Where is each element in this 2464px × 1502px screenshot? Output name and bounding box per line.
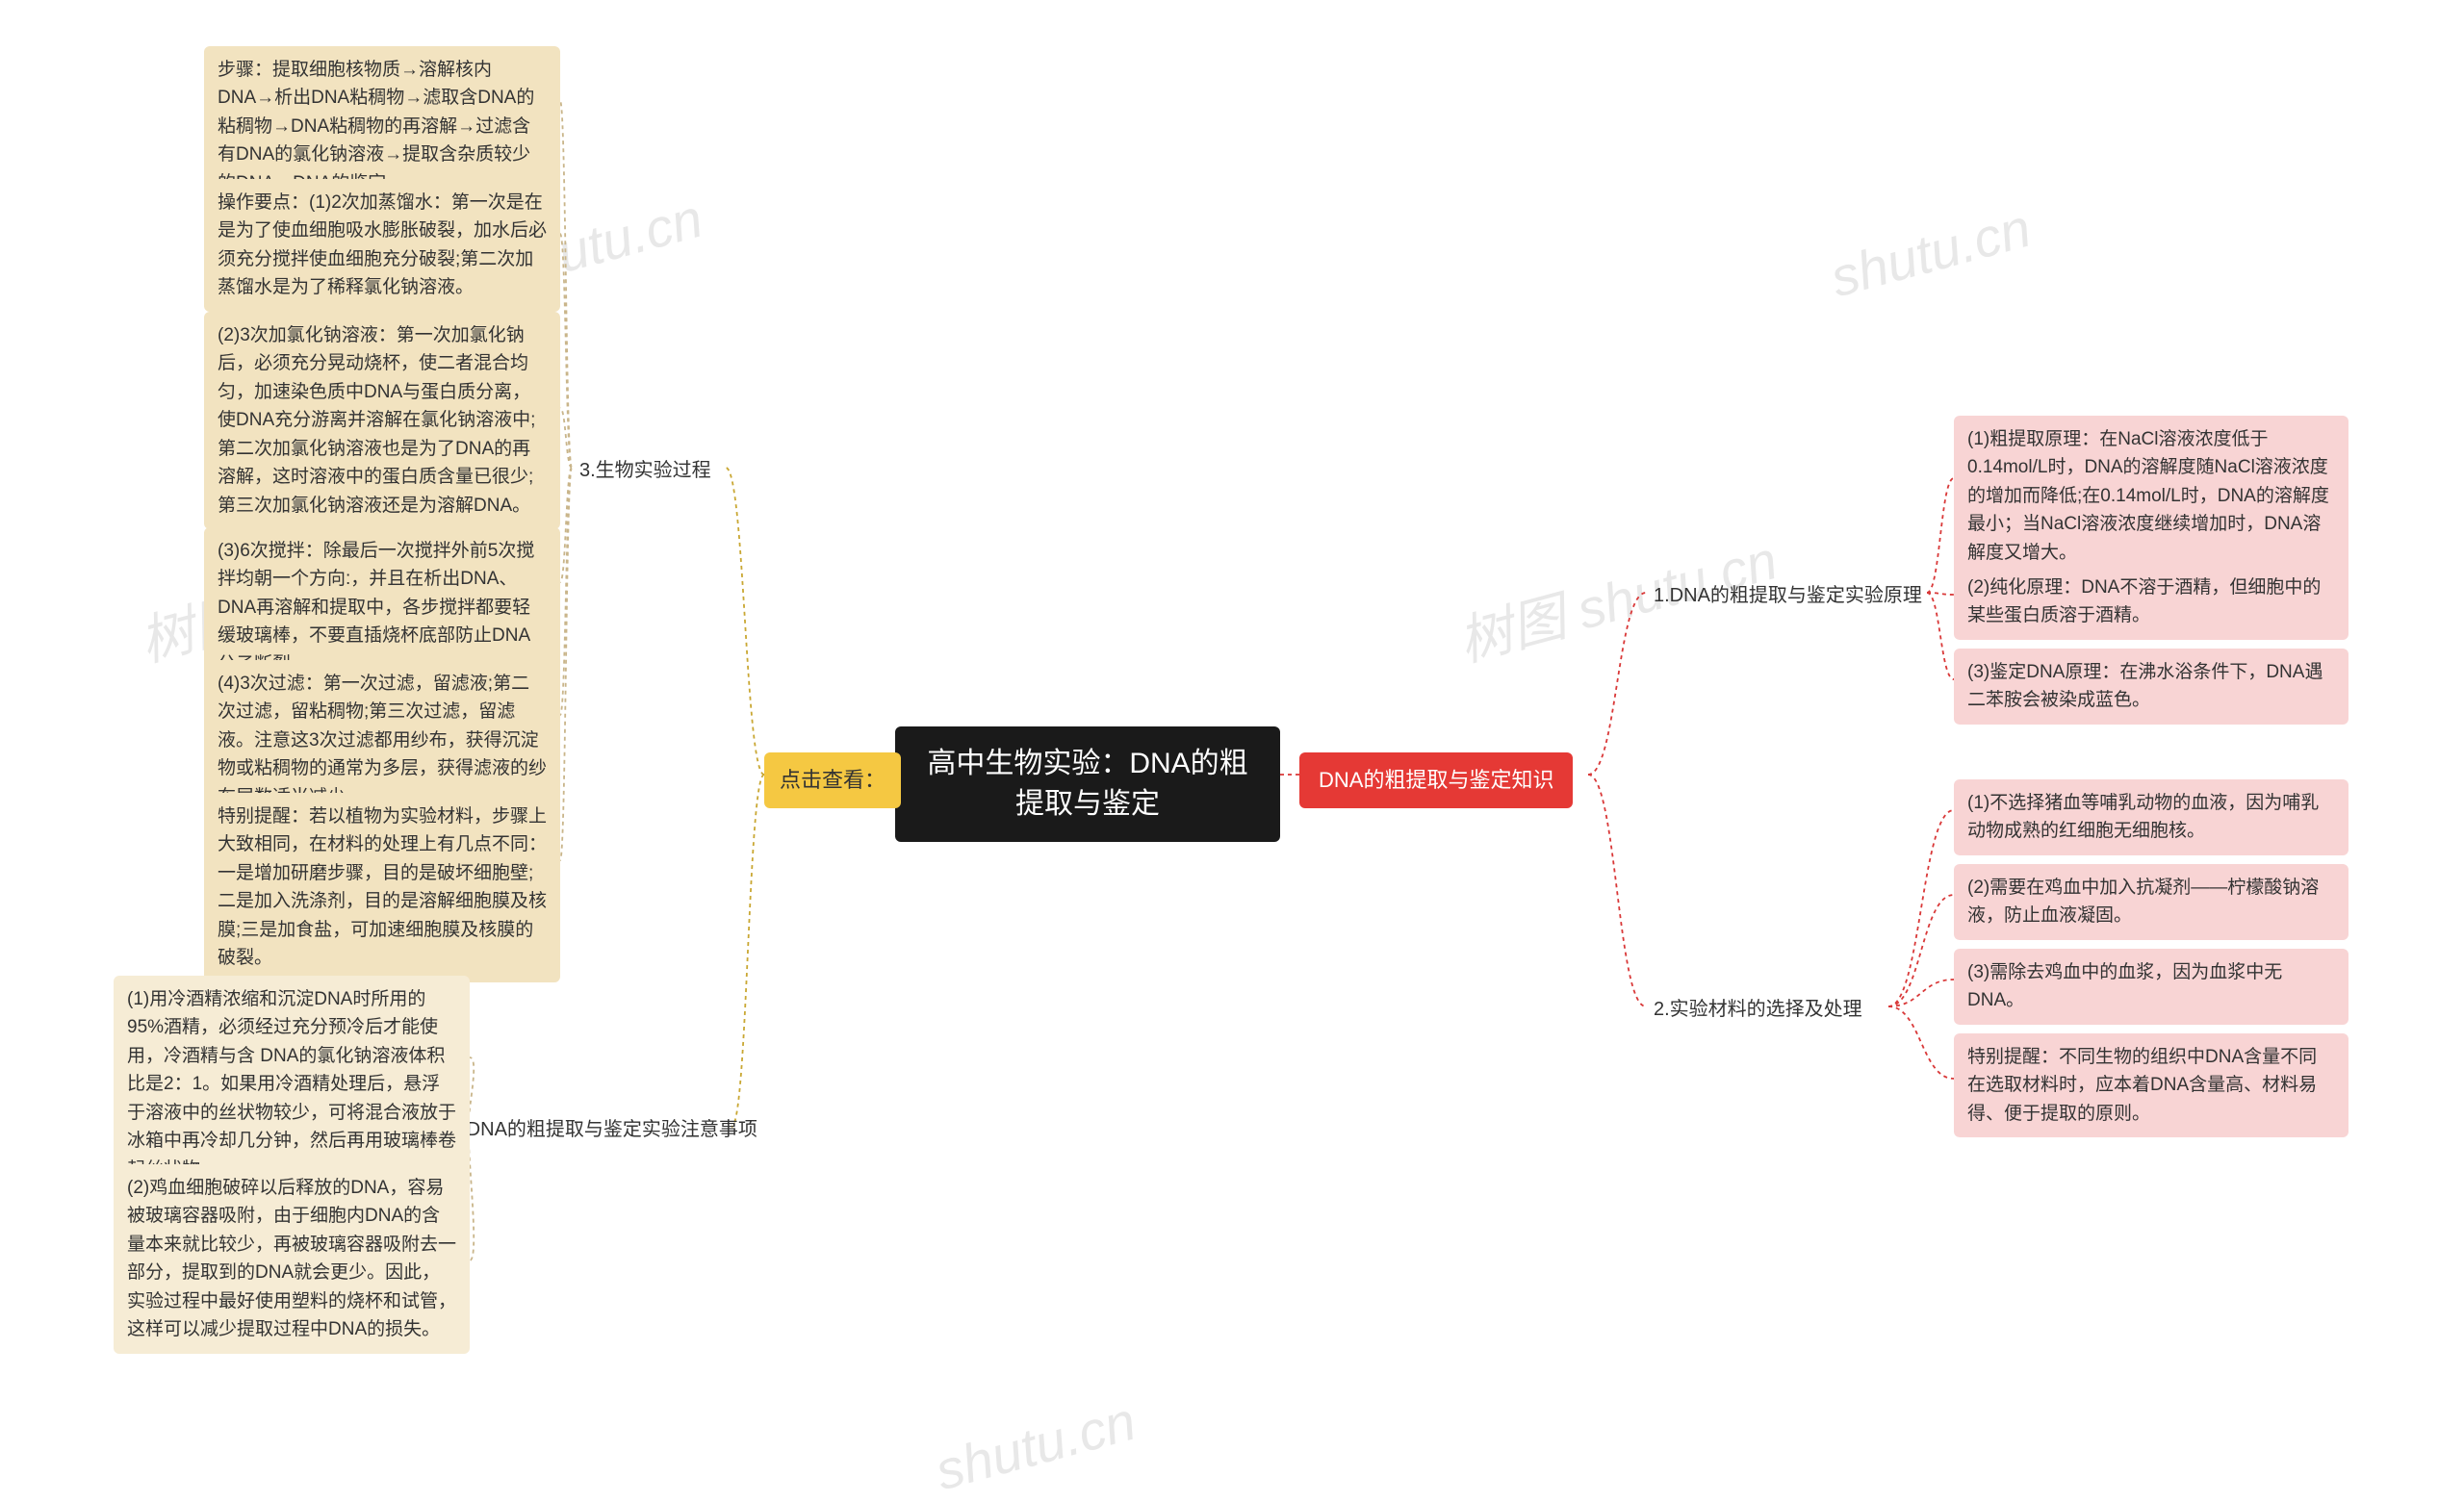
left-branch-4-label[interactable]: 4.DNA的粗提取与鉴定实验注意事项 bbox=[443, 1111, 765, 1149]
left-3-item-2[interactable]: 操作要点：(1)2次加蒸馏水：第一次是在是为了使血细胞吸水膨胀破裂，加水后必须充… bbox=[204, 179, 560, 312]
right-2-item-1[interactable]: (1)不选择猪血等哺乳动物的血液，因为哺乳动物成熟的红细胞无细胞核。 bbox=[1954, 779, 2348, 855]
watermark: shutu.cn bbox=[929, 1389, 1142, 1502]
right-2-item-3[interactable]: (3)需除去鸡血中的血浆，因为血浆中无DNA。 bbox=[1954, 949, 2348, 1025]
right-branch-2-label[interactable]: 2.实验材料的选择及处理 bbox=[1646, 991, 1870, 1029]
left-4-item-2[interactable]: (2)鸡血细胞破碎以后释放的DNA，容易被玻璃容器吸附，由于细胞内DNA的含量本… bbox=[114, 1164, 470, 1354]
left-4-item-1[interactable]: (1)用冷酒精浓缩和沉淀DNA时所用的95%酒精，必须经过充分预冷后才能使用，冷… bbox=[114, 976, 470, 1193]
watermark: shutu.cn bbox=[1824, 196, 2037, 310]
right-1-item-3[interactable]: (3)鉴定DNA原理：在沸水浴条件下，DNA遇二苯胺会被染成蓝色。 bbox=[1954, 649, 2348, 725]
right-branch-1-label[interactable]: 1.DNA的粗提取与鉴定实验原理 bbox=[1646, 577, 1930, 615]
left-3-item-3[interactable]: (2)3次加氯化钠溶液：第一次加氯化钠后，必须充分晃动烧杯，使二者混合均匀，加速… bbox=[204, 312, 560, 529]
right-1-item-2[interactable]: (2)纯化原理：DNA不溶于酒精，但细胞中的某些蛋白质溶于酒精。 bbox=[1954, 564, 2348, 640]
left-branch-3-label[interactable]: 3.生物实验过程 bbox=[572, 452, 719, 490]
right-1-item-1[interactable]: (1)粗提取原理：在NaCl溶液浓度低于0.14mol/L时，DNA的溶解度随N… bbox=[1954, 416, 2348, 576]
left-3-item-6[interactable]: 特别提醒：若以植物为实验材料，步骤上大致相同，在材料的处理上有几点不同：一是增加… bbox=[204, 793, 560, 982]
right-2-item-2[interactable]: (2)需要在鸡血中加入抗凝剂——柠檬酸钠溶液，防止血液凝固。 bbox=[1954, 864, 2348, 940]
right-root-node[interactable]: DNA的粗提取与鉴定知识 bbox=[1299, 752, 1573, 808]
click-to-view-node[interactable]: 点击查看： bbox=[764, 752, 901, 808]
center-topic[interactable]: 高中生物实验：DNA的粗提取与鉴定 bbox=[895, 726, 1280, 842]
right-2-item-4[interactable]: 特别提醒：不同生物的组织中DNA含量不同在选取材料时，应本着DNA含量高、材料易… bbox=[1954, 1033, 2348, 1137]
